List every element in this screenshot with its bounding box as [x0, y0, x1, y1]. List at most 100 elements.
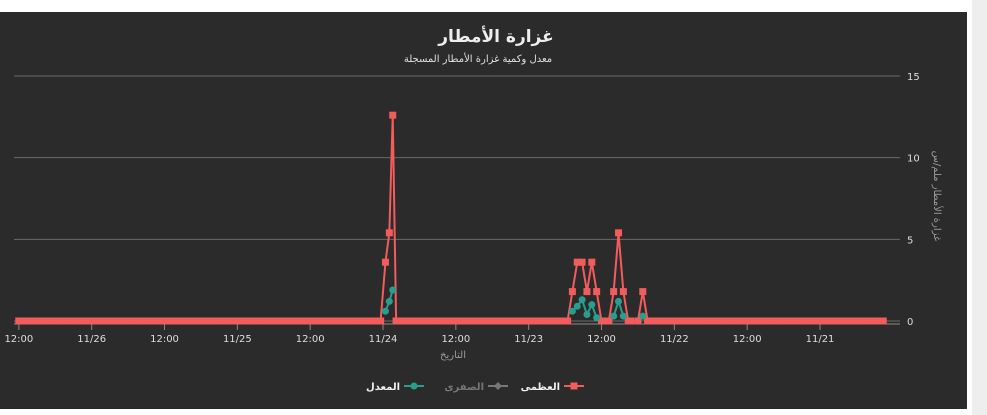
legend-item-label: المعدل — [366, 382, 400, 393]
data-point-marker — [839, 317, 847, 325]
data-point-marker — [639, 288, 647, 296]
x-tick-label: 12:00 — [296, 334, 325, 345]
data-point-marker — [85, 317, 93, 325]
chart-panel — [0, 12, 967, 409]
data-point-marker — [407, 317, 415, 325]
data-point-marker — [494, 382, 502, 390]
data-point-marker — [558, 317, 566, 325]
data-point-marker — [789, 317, 797, 325]
data-point-marker — [483, 317, 491, 325]
data-point-marker — [211, 317, 219, 325]
y-axis-label: غزارة الأمطار ملم/س — [931, 151, 944, 242]
data-point-marker — [381, 307, 389, 315]
data-point-marker — [463, 317, 471, 325]
data-point-marker — [864, 317, 872, 325]
data-point-marker — [216, 317, 224, 325]
x-tick-label: 12:00 — [587, 334, 616, 345]
data-point-marker — [321, 317, 329, 325]
data-point-marker — [169, 317, 177, 325]
data-point-marker — [362, 317, 370, 325]
data-point-marker — [90, 317, 98, 325]
series-line — [630, 291, 884, 322]
grid-lines — [14, 75, 900, 325]
data-point-marker — [488, 317, 496, 325]
data-point-marker — [221, 317, 229, 325]
data-point-marker — [174, 317, 182, 325]
x-tick-label: 11/24 — [369, 334, 398, 345]
y-tick-label: 10 — [907, 154, 920, 165]
data-point-marker — [30, 317, 38, 325]
data-point-marker — [639, 312, 647, 320]
x-axis-ticks: 12:00 11/26 12:00 11/25 12:00 11/24 12:00 11/23… — [4, 324, 834, 345]
data-point-marker — [347, 317, 355, 325]
data-point-marker — [256, 317, 264, 325]
data-point-marker — [844, 317, 852, 325]
data-point-marker — [734, 317, 742, 325]
data-point-marker — [184, 317, 192, 325]
data-point-marker — [548, 317, 556, 325]
data-point-marker — [70, 317, 78, 325]
data-point-marker — [149, 317, 157, 325]
top-strip — [0, 0, 972, 12]
data-point-marker — [819, 317, 827, 325]
chart-title: غزارة الأمطار — [437, 26, 554, 47]
x-tick-label: 11/26 — [77, 334, 106, 345]
data-point-marker — [316, 317, 324, 325]
data-point-marker — [45, 317, 53, 325]
data-point-marker — [271, 317, 279, 325]
data-point-marker — [105, 317, 113, 325]
data-point-marker — [610, 288, 618, 296]
data-point-marker — [729, 317, 737, 325]
data-point-marker — [458, 317, 466, 325]
data-point-marker — [503, 317, 511, 325]
data-point-marker — [814, 317, 822, 325]
data-point-marker — [493, 317, 501, 325]
data-point-marker — [194, 317, 202, 325]
data-point-marker — [568, 307, 576, 315]
data-point-marker — [523, 317, 531, 325]
data-point-marker — [593, 314, 601, 322]
legend-item-label: العظمى — [521, 382, 560, 393]
x-tick-label: 11/22 — [660, 334, 689, 345]
data-point-marker — [311, 317, 319, 325]
data-point-marker — [724, 317, 732, 325]
data-point-marker — [799, 317, 807, 325]
data-point-marker — [634, 317, 642, 325]
data-point-marker — [448, 317, 456, 325]
data-point-marker — [689, 317, 697, 325]
data-point-marker — [508, 317, 516, 325]
data-point-marker — [578, 258, 586, 266]
data-point-marker — [654, 317, 662, 325]
data-point-marker — [739, 317, 747, 325]
data-point-marker — [438, 317, 446, 325]
data-point-marker — [473, 317, 481, 325]
data-point-marker — [679, 317, 687, 325]
data-point-marker — [281, 317, 289, 325]
data-point-marker — [824, 317, 832, 325]
data-point-marker — [605, 317, 613, 325]
series-layer — [15, 111, 887, 325]
page-scrollbar-gutter — [972, 0, 987, 415]
data-point-marker — [619, 288, 627, 296]
data-point-marker — [478, 317, 486, 325]
data-point-marker — [60, 317, 68, 325]
data-point-marker — [804, 317, 812, 325]
data-point-marker — [578, 296, 586, 304]
data-point-marker — [35, 317, 43, 325]
data-point-marker — [769, 317, 777, 325]
data-point-marker — [709, 317, 717, 325]
x-tick-label: 12:00 — [4, 334, 33, 345]
data-point-marker — [367, 317, 375, 325]
data-point-marker — [50, 317, 58, 325]
data-point-marker — [377, 317, 385, 325]
data-point-marker — [754, 317, 762, 325]
data-point-marker — [719, 317, 727, 325]
data-point-marker — [694, 317, 702, 325]
x-tick-label: 11/25 — [223, 334, 252, 345]
data-point-marker — [513, 317, 521, 325]
data-point-marker — [538, 317, 546, 325]
data-point-marker — [615, 297, 623, 305]
data-point-marker — [849, 317, 857, 325]
data-point-marker — [236, 317, 244, 325]
data-point-marker — [301, 317, 309, 325]
